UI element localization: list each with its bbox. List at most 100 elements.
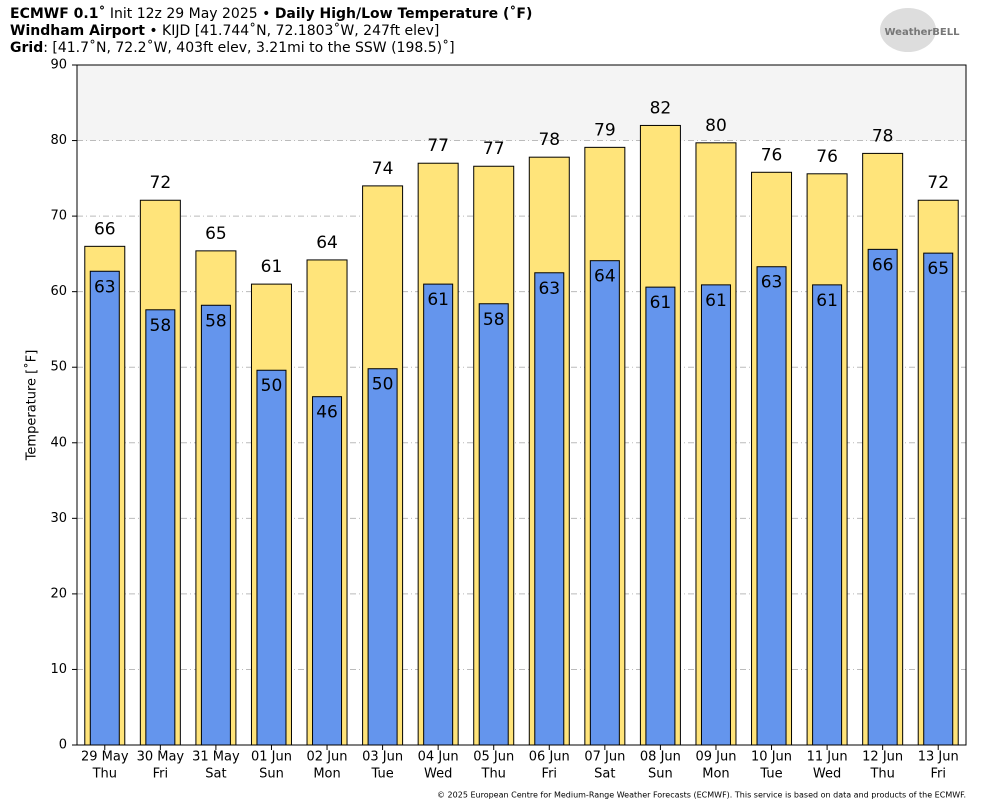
shade-region [77, 65, 966, 141]
station-name: Windham Airport [10, 23, 145, 39]
x-tick-label: 06 Jun [529, 750, 570, 765]
x-tick-weekday: Mon [313, 767, 340, 782]
x-tick-label: 05 Jun [473, 750, 514, 765]
bar [312, 396, 343, 746]
footer: © 2025 European Centre for Medium-Range … [437, 791, 966, 800]
value-label: 65 [927, 259, 949, 279]
bar [700, 284, 731, 746]
value-label: 78 [538, 130, 560, 150]
value-label: 64 [316, 233, 338, 253]
value-label: 50 [372, 375, 394, 395]
bar [534, 272, 565, 746]
value-label: 61 [261, 257, 283, 277]
x-tick-weekday: Wed [813, 767, 841, 782]
logo-icon [880, 8, 936, 52]
value-label: 66 [94, 219, 116, 239]
bar [756, 266, 787, 746]
title-main: Daily High/Low Temperature (˚F) [275, 5, 533, 22]
bar [923, 252, 954, 746]
y-tick-label: 10 [50, 662, 67, 677]
x-tick-label: 10 Jun [751, 750, 792, 765]
value-label: 50 [261, 376, 283, 396]
x-tick-weekday: Sat [205, 767, 226, 782]
x-tick-weekday: Sun [259, 767, 284, 782]
value-label: 74 [372, 159, 394, 179]
x-tick-weekday: Tue [759, 767, 782, 782]
plot-frame [76, 64, 967, 746]
bar [367, 368, 398, 746]
value-label: 63 [94, 277, 116, 297]
value-label: 79 [594, 120, 616, 140]
x-tick-weekday: Tue [370, 767, 393, 782]
x-tick-label: 30 May [137, 750, 185, 765]
x-tick-label: 07 Jun [584, 750, 625, 765]
bar [867, 248, 898, 746]
title: ECMWF 0.1˚ Init 12z 29 May 2025 • Daily … [10, 5, 532, 22]
y-tick-label: 50 [50, 360, 67, 375]
bar [478, 303, 509, 746]
y-axis-label: Temperature [˚F] [24, 350, 40, 462]
value-label: 63 [538, 279, 560, 299]
y-tick-label: 90 [50, 58, 67, 73]
bar [589, 260, 620, 746]
station: Windham Airport • KIJD [41.744˚N, 72.180… [10, 22, 439, 39]
y-tick-label: 20 [50, 586, 67, 601]
logo: WeatherBELL [884, 27, 960, 38]
value-label: 58 [483, 310, 505, 330]
value-label: 80 [705, 116, 727, 136]
x-tick-weekday: Thu [92, 767, 117, 782]
value-label: 61 [427, 290, 449, 310]
x-tick-weekday: Sun [648, 767, 673, 782]
value-label: 61 [705, 291, 727, 311]
x-tick-label: 12 Jun [862, 750, 903, 765]
station-info: • KIJD [41.744˚N, 72.1803˚W, 247ft elev] [149, 22, 439, 39]
x-tick-weekday: Wed [424, 767, 452, 782]
value-label: 63 [761, 273, 783, 293]
x-tick-label: 13 Jun [918, 750, 959, 765]
title-init: Init 12z 29 May 2025 • [110, 6, 270, 22]
x-tick-weekday: Thu [869, 767, 894, 782]
y-tick-label: 0 [59, 738, 67, 753]
x-tick-weekday: Thu [481, 767, 506, 782]
value-label: 61 [816, 291, 838, 311]
x-tick-label: 31 May [192, 750, 240, 765]
x-tick-label: 08 Jun [640, 750, 681, 765]
value-label: 58 [150, 316, 172, 336]
y-tick-label: 70 [50, 209, 67, 224]
title-model: ECMWF 0.1˚ [10, 5, 105, 22]
bar [812, 284, 843, 746]
grid-label: Grid [10, 40, 43, 56]
bar [645, 286, 676, 746]
x-tick-label: 11 Jun [807, 750, 848, 765]
bar [423, 283, 454, 746]
value-label: 64 [594, 267, 616, 287]
y-tick-label: 30 [50, 511, 67, 526]
bar [145, 309, 176, 746]
y-tick-label: 60 [50, 284, 67, 299]
y-tick-label: 80 [50, 133, 67, 148]
x-tick-label: 02 Jun [307, 750, 348, 765]
grid-text: : [41.7˚N, 72.2˚W, 403ft elev, 3.21mi to… [43, 39, 454, 56]
value-label: 82 [650, 98, 672, 118]
value-label: 72 [927, 173, 949, 193]
x-tick-weekday: Fri [542, 767, 558, 782]
value-label: 76 [761, 145, 783, 165]
x-tick-label: 29 May [81, 750, 129, 765]
grid-info: Grid: [41.7˚N, 72.2˚W, 403ft elev, 3.21m… [10, 39, 455, 56]
bar [89, 270, 120, 746]
x-tick-weekday: Fri [930, 767, 946, 782]
value-label: 46 [316, 403, 338, 423]
value-label: 76 [816, 147, 838, 167]
x-tick-label: 03 Jun [362, 750, 403, 765]
bar [256, 369, 287, 746]
bar [200, 304, 231, 746]
x-tick-weekday: Fri [153, 767, 169, 782]
value-label: 65 [205, 224, 227, 244]
x-tick-label: 04 Jun [418, 750, 459, 765]
x-tick-weekday: Mon [702, 767, 729, 782]
value-label: 61 [650, 293, 672, 313]
value-label: 77 [427, 136, 449, 156]
value-label: 58 [205, 311, 227, 331]
